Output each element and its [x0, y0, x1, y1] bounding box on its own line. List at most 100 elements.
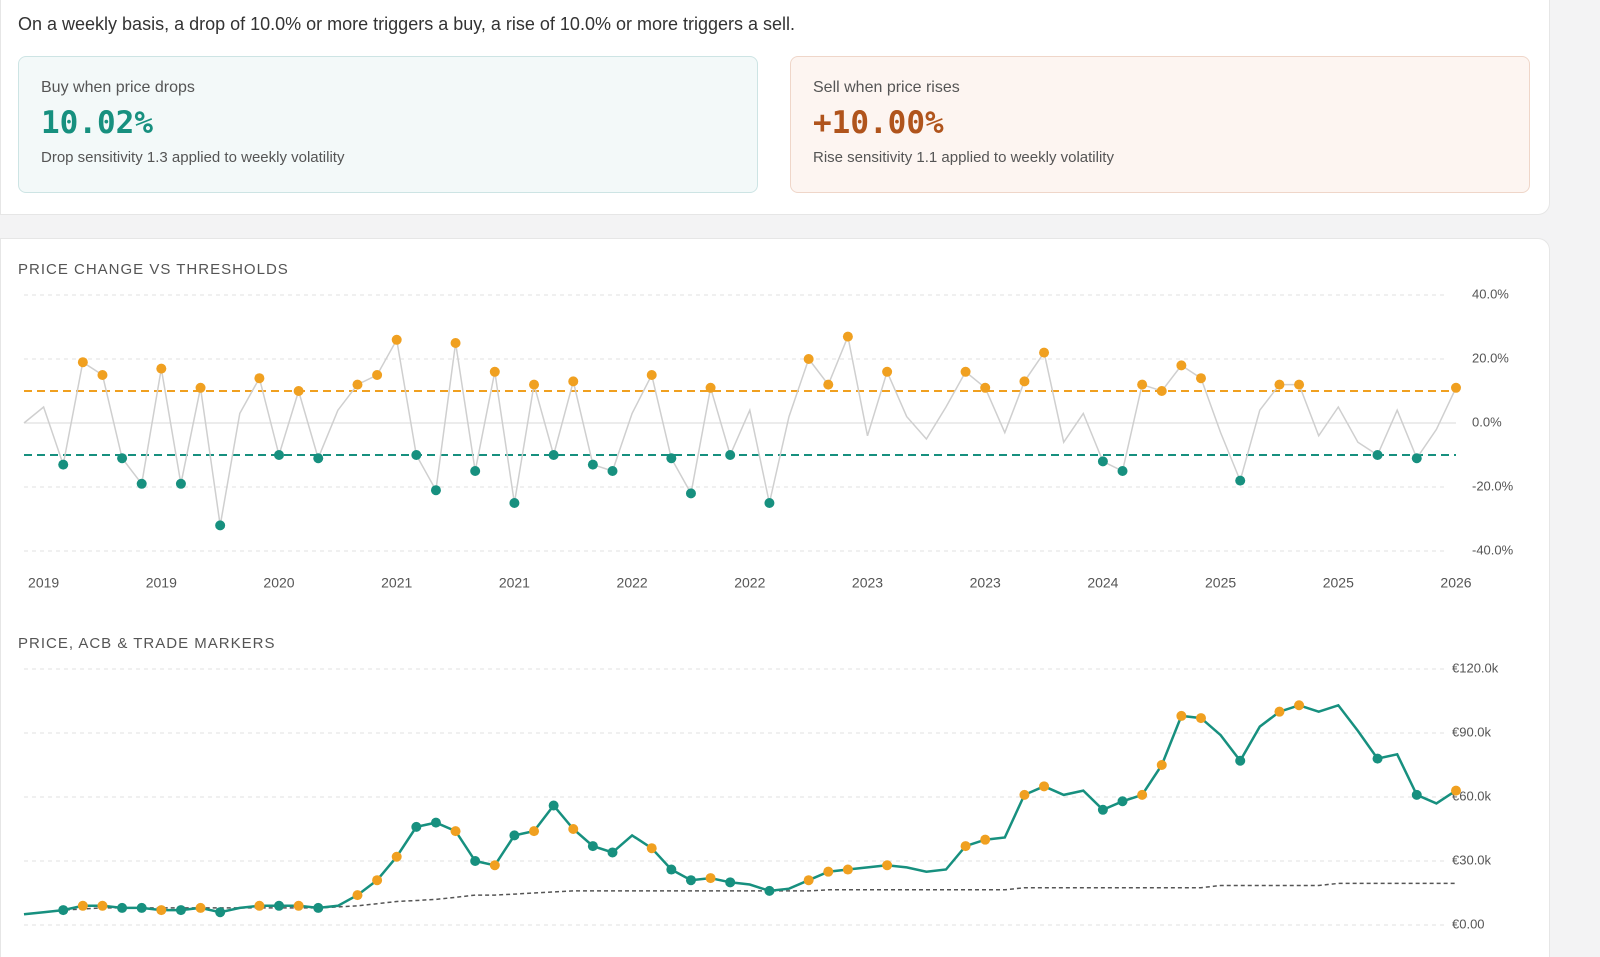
sell-marker: [489, 860, 500, 871]
x-tick-label: 2023: [852, 575, 883, 591]
sell-marker: [97, 900, 108, 911]
x-tick-label: 2022: [734, 575, 765, 591]
sell-marker: [960, 841, 971, 852]
sell-marker: [980, 382, 991, 393]
sell-marker: [646, 370, 657, 380]
sell-marker: [1451, 785, 1461, 796]
x-tick-label: 2021: [381, 575, 412, 591]
buy-marker: [117, 902, 128, 913]
chart-title: PRICE CHANGE VS THRESHOLDS: [18, 261, 289, 278]
buy-marker: [411, 450, 422, 460]
y-tick-label: €120.0k: [1452, 660, 1499, 675]
sell-marker: [646, 843, 657, 854]
buy-marker: [1097, 804, 1108, 815]
sell-marker: [568, 376, 579, 387]
buy-marker: [666, 453, 677, 464]
sell-marker: [529, 826, 540, 837]
buy-marker: [175, 478, 186, 489]
sell-marker: [352, 379, 363, 390]
buy-marker: [215, 520, 226, 531]
buy-marker: [313, 902, 324, 913]
chart-title: PRICE, ACB & TRADE MARKERS: [18, 635, 275, 652]
sell-marker: [842, 864, 853, 875]
y-tick-label: €30.0k: [1452, 852, 1492, 867]
card-note: Rise sensitivity 1.1 applied to weekly v…: [813, 149, 1114, 166]
buy-card: Buy when price drops 10.02% Drop sensiti…: [18, 56, 758, 193]
buy-marker: [1117, 466, 1128, 476]
sell-marker: [293, 386, 304, 396]
sell-marker: [1274, 706, 1285, 717]
sell-marker: [823, 866, 834, 877]
buy-marker: [685, 875, 696, 886]
sell-marker: [293, 900, 304, 911]
buy-marker: [587, 841, 598, 852]
x-tick-label: 2026: [1440, 575, 1471, 591]
buy-marker: [548, 800, 559, 811]
sell-marker: [391, 334, 402, 345]
x-tick-label: 2019: [146, 575, 177, 591]
sell-marker: [529, 379, 540, 390]
y-tick-label: €0.00: [1452, 916, 1485, 931]
sell-marker: [1039, 347, 1050, 358]
sell-marker: [1195, 713, 1206, 724]
sell-marker: [960, 366, 971, 377]
y-tick-label: €90.0k: [1452, 724, 1492, 739]
y-tick-label: -40.0%: [1472, 542, 1514, 557]
sell-marker: [882, 860, 893, 871]
buy-marker: [1235, 475, 1246, 486]
sell-marker: [489, 366, 500, 377]
sell-marker: [156, 363, 167, 374]
y-tick-label: 0.0%: [1472, 414, 1502, 429]
sell-marker: [156, 905, 167, 916]
y-tick-label: 40.0%: [1472, 286, 1509, 301]
buy-marker: [725, 450, 736, 460]
buy-marker: [1097, 456, 1108, 467]
sell-marker: [842, 331, 853, 342]
buy-marker: [1411, 453, 1422, 464]
buy-marker: [1117, 796, 1128, 807]
buy-marker: [274, 900, 285, 911]
sell-marker: [1176, 710, 1187, 721]
sell-marker: [77, 900, 88, 911]
buy-marker: [274, 450, 285, 460]
buy-marker: [607, 847, 618, 858]
sell-marker: [254, 900, 265, 911]
buy-marker: [430, 485, 441, 496]
x-tick-label: 2025: [1205, 575, 1236, 591]
buy-marker: [607, 466, 618, 476]
buy-marker: [548, 450, 559, 460]
buy-marker: [470, 466, 481, 476]
sell-marker: [450, 338, 461, 348]
change-line: [23, 334, 1457, 526]
buy-marker: [1411, 789, 1422, 800]
sell-marker: [882, 366, 893, 377]
buy-marker: [313, 453, 324, 464]
y-tick-label: -20.0%: [1472, 478, 1514, 493]
x-tick-label: 2021: [499, 575, 530, 591]
sell-marker: [1451, 382, 1461, 393]
buy-marker: [470, 856, 481, 866]
sell-marker: [1137, 789, 1148, 800]
sell-marker: [705, 873, 716, 884]
x-tick-label: 2019: [28, 575, 59, 591]
sell-marker: [97, 370, 108, 380]
buy-marker: [725, 877, 736, 888]
sell-marker: [980, 834, 991, 845]
sell-marker: [1019, 789, 1030, 800]
sell-marker: [77, 357, 88, 368]
card-label: Sell when price rises: [813, 79, 960, 96]
sell-marker: [1019, 376, 1030, 387]
card-value: 10.02%: [41, 105, 153, 141]
buy-marker: [764, 498, 775, 508]
sell-marker: [195, 902, 206, 913]
sell-marker: [352, 890, 363, 901]
buy-marker: [509, 830, 520, 841]
buy-marker: [685, 488, 696, 499]
sell-marker: [568, 824, 579, 834]
buy-marker: [1372, 450, 1383, 460]
buy-marker: [136, 902, 147, 913]
buy-marker: [1372, 753, 1383, 764]
buy-marker: [587, 459, 598, 470]
